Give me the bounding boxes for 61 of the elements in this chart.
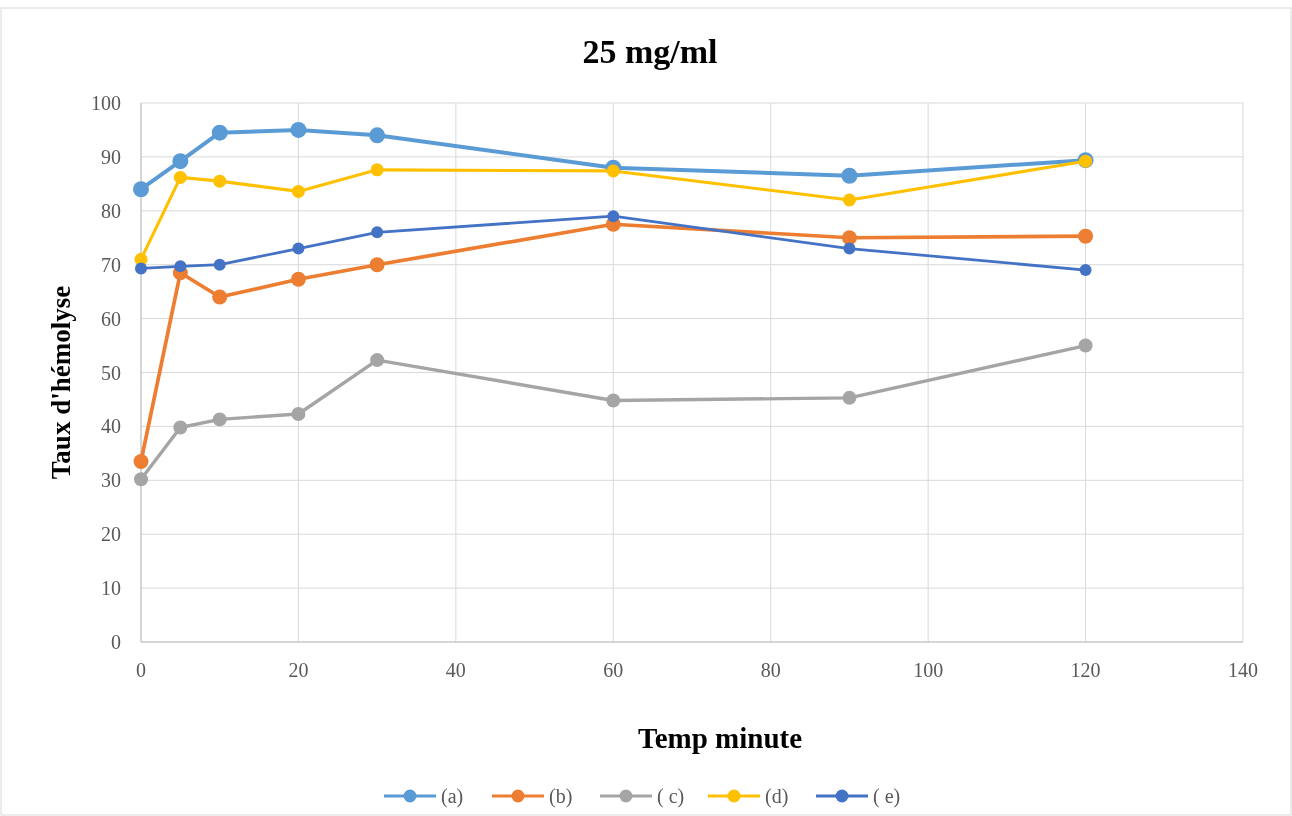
- point: [606, 393, 621, 408]
- x-tick-label: 20: [288, 659, 309, 681]
- point: [842, 193, 856, 207]
- x-axis-title: Temp minute: [637, 722, 803, 754]
- y-tick-label: 50: [101, 361, 121, 384]
- point: [292, 242, 305, 255]
- y-tick-label: 30: [101, 469, 121, 492]
- y-tick-label: 100: [91, 92, 121, 114]
- point: [370, 353, 385, 368]
- point: [211, 124, 228, 141]
- x-tick-label: 100: [913, 659, 944, 681]
- legend-label: (d): [765, 785, 789, 808]
- point: [290, 121, 307, 138]
- point: [369, 257, 385, 273]
- legend-label: ( c): [657, 785, 685, 808]
- y-tick-label: 0: [111, 631, 121, 653]
- x-tick-label: 80: [760, 659, 781, 681]
- point: [173, 170, 187, 184]
- y-axis-title: Taux d'hémolyse: [46, 285, 76, 480]
- point: [842, 390, 857, 405]
- x-tick-label: 140: [1228, 659, 1258, 681]
- point: [173, 420, 188, 435]
- point: [134, 472, 148, 487]
- y-tick-label: 40: [101, 415, 121, 438]
- point: [606, 164, 620, 178]
- point: [1079, 264, 1092, 277]
- point: [172, 153, 189, 170]
- point: [1078, 228, 1094, 244]
- point: [290, 271, 306, 287]
- point: [369, 127, 386, 144]
- point: [291, 407, 306, 421]
- x-tick-label: 120: [1070, 659, 1101, 681]
- point: [135, 262, 147, 275]
- point: [133, 181, 149, 198]
- x-tick-label: 40: [445, 659, 466, 681]
- y-tick-label: 90: [101, 145, 121, 168]
- y-tick-label: 80: [101, 199, 121, 222]
- y-tick-label: 20: [101, 523, 121, 546]
- point: [843, 242, 856, 255]
- point: [212, 289, 228, 305]
- y-tick-label: 60: [101, 307, 121, 330]
- legend-label: (b): [549, 785, 573, 808]
- x-tick-label: 60: [603, 659, 624, 681]
- point: [841, 230, 857, 246]
- point: [371, 226, 384, 239]
- y-tick-label: 10: [101, 577, 121, 600]
- point: [213, 174, 227, 188]
- point: [1078, 338, 1093, 353]
- legend-label: ( e): [873, 785, 901, 808]
- x-tick-label: 0: [136, 659, 146, 681]
- y-tick-label: 70: [101, 253, 121, 276]
- point: [133, 453, 149, 469]
- chart-title: 25 mg/ml: [582, 33, 718, 70]
- legend-label: (a): [441, 785, 464, 808]
- point: [212, 412, 227, 427]
- point: [607, 210, 620, 223]
- point: [213, 258, 226, 271]
- point: [174, 260, 187, 273]
- point: [841, 167, 858, 184]
- point: [291, 184, 305, 198]
- point: [370, 163, 384, 177]
